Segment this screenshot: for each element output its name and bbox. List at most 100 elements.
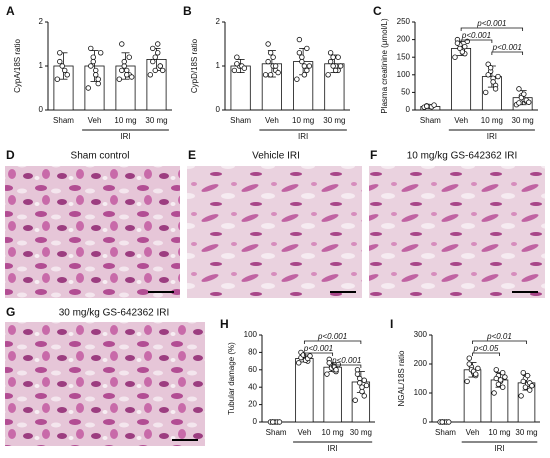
data-point	[487, 65, 494, 71]
data-point	[330, 63, 336, 69]
data-point	[335, 361, 341, 368]
panel-g: G 30 mg/kg GS-642362 IRI	[5, 305, 205, 446]
x-tick-label: Veh	[88, 116, 102, 125]
panel-letter: H	[220, 317, 229, 331]
y-tick-label: 100	[397, 70, 411, 79]
data-point	[267, 50, 274, 56]
significance-bracket	[472, 352, 500, 356]
data-point	[325, 72, 331, 78]
panel-title: Sham control	[71, 151, 130, 162]
significance-bracket	[332, 364, 362, 368]
y-axis-label: NGAL/18S ratio	[397, 350, 406, 407]
data-point	[157, 63, 163, 69]
data-point	[357, 380, 363, 386]
data-point	[95, 80, 101, 87]
y-tick-label: 60	[248, 365, 257, 374]
data-point	[265, 41, 271, 47]
panel-letter: E	[188, 148, 196, 162]
data-point	[272, 63, 279, 69]
data-point	[126, 54, 132, 60]
x-tick-label: 30 mg	[515, 428, 537, 437]
y-tick-label: 1	[216, 61, 221, 70]
data-point	[446, 419, 452, 425]
significance-bracket	[460, 39, 493, 43]
data-point	[307, 353, 313, 359]
panel-title: 30 mg/kg GS-642362 IRI	[59, 308, 170, 319]
data-point	[337, 63, 344, 69]
data-point	[121, 63, 127, 69]
panel-d: D Sham control	[5, 148, 180, 298]
data-point	[296, 360, 302, 366]
data-point	[457, 45, 463, 52]
y-tick-label: 50	[401, 88, 410, 97]
panel-letter: D	[6, 148, 15, 162]
data-point	[155, 50, 161, 56]
data-point	[85, 85, 91, 91]
data-point	[155, 41, 161, 47]
significance-label: p<0.001	[303, 344, 333, 353]
significance-bracket	[460, 27, 524, 31]
y-tick-label: 80	[248, 348, 257, 357]
data-point	[326, 360, 332, 366]
data-point	[439, 419, 445, 425]
significance-bracket	[303, 340, 362, 344]
x-tick-label: Veh	[466, 428, 480, 437]
data-point	[516, 100, 522, 106]
y-axis-label: CypA/18S ratio	[13, 39, 22, 93]
data-point	[518, 94, 525, 101]
data-point	[124, 67, 130, 74]
data-point	[327, 50, 334, 56]
data-point	[524, 372, 531, 379]
data-point	[152, 54, 158, 60]
data-point	[90, 54, 96, 60]
data-point	[324, 371, 330, 377]
data-point	[300, 352, 306, 358]
x-tick-label: 30 mg	[512, 116, 534, 125]
y-tick-label: 100	[414, 388, 428, 397]
data-point	[128, 74, 135, 80]
data-point	[294, 76, 300, 82]
data-point	[327, 58, 334, 65]
data-point	[333, 367, 339, 373]
x-tick-label: Sham	[230, 116, 251, 125]
data-point	[497, 377, 504, 383]
data-point	[475, 365, 481, 372]
group-label: IRI	[494, 444, 504, 453]
y-tick-label: 40	[248, 382, 257, 391]
data-point	[299, 58, 305, 65]
panel-f: F 10 mg/kg GS-642362 IRI	[369, 148, 545, 298]
data-point	[301, 63, 308, 69]
data-point	[363, 382, 370, 389]
x-tick-label: 10 mg	[488, 428, 510, 437]
data-point	[152, 67, 158, 74]
panel-letter: G	[6, 305, 15, 319]
data-point	[359, 388, 365, 395]
data-point	[473, 371, 479, 377]
data-point	[464, 378, 470, 385]
data-point	[116, 76, 122, 82]
x-tick-label: 10 mg	[292, 116, 314, 125]
data-point	[231, 67, 238, 74]
data-point	[521, 91, 527, 97]
data-point	[95, 76, 101, 82]
data-point	[276, 419, 283, 425]
y-axis-label: Tubular damage (%)	[227, 342, 236, 415]
data-point	[57, 50, 63, 56]
data-point	[296, 50, 303, 56]
data-point	[423, 103, 430, 109]
significance-label: p<0.001	[461, 31, 491, 40]
y-tick-label: 0	[216, 105, 221, 114]
data-point	[485, 61, 491, 67]
data-point	[93, 67, 99, 74]
data-point	[93, 72, 99, 78]
y-tick-label: 200	[414, 359, 428, 368]
data-point	[88, 63, 94, 69]
data-point	[304, 67, 310, 74]
panel-letter: A	[6, 4, 15, 18]
y-axis-label: Plasma creatinine (μmol/L)	[380, 18, 389, 114]
data-point	[88, 45, 94, 52]
data-point	[275, 69, 281, 76]
data-point	[495, 73, 501, 80]
data-point	[97, 50, 104, 56]
y-tick-label: 100	[244, 330, 258, 339]
